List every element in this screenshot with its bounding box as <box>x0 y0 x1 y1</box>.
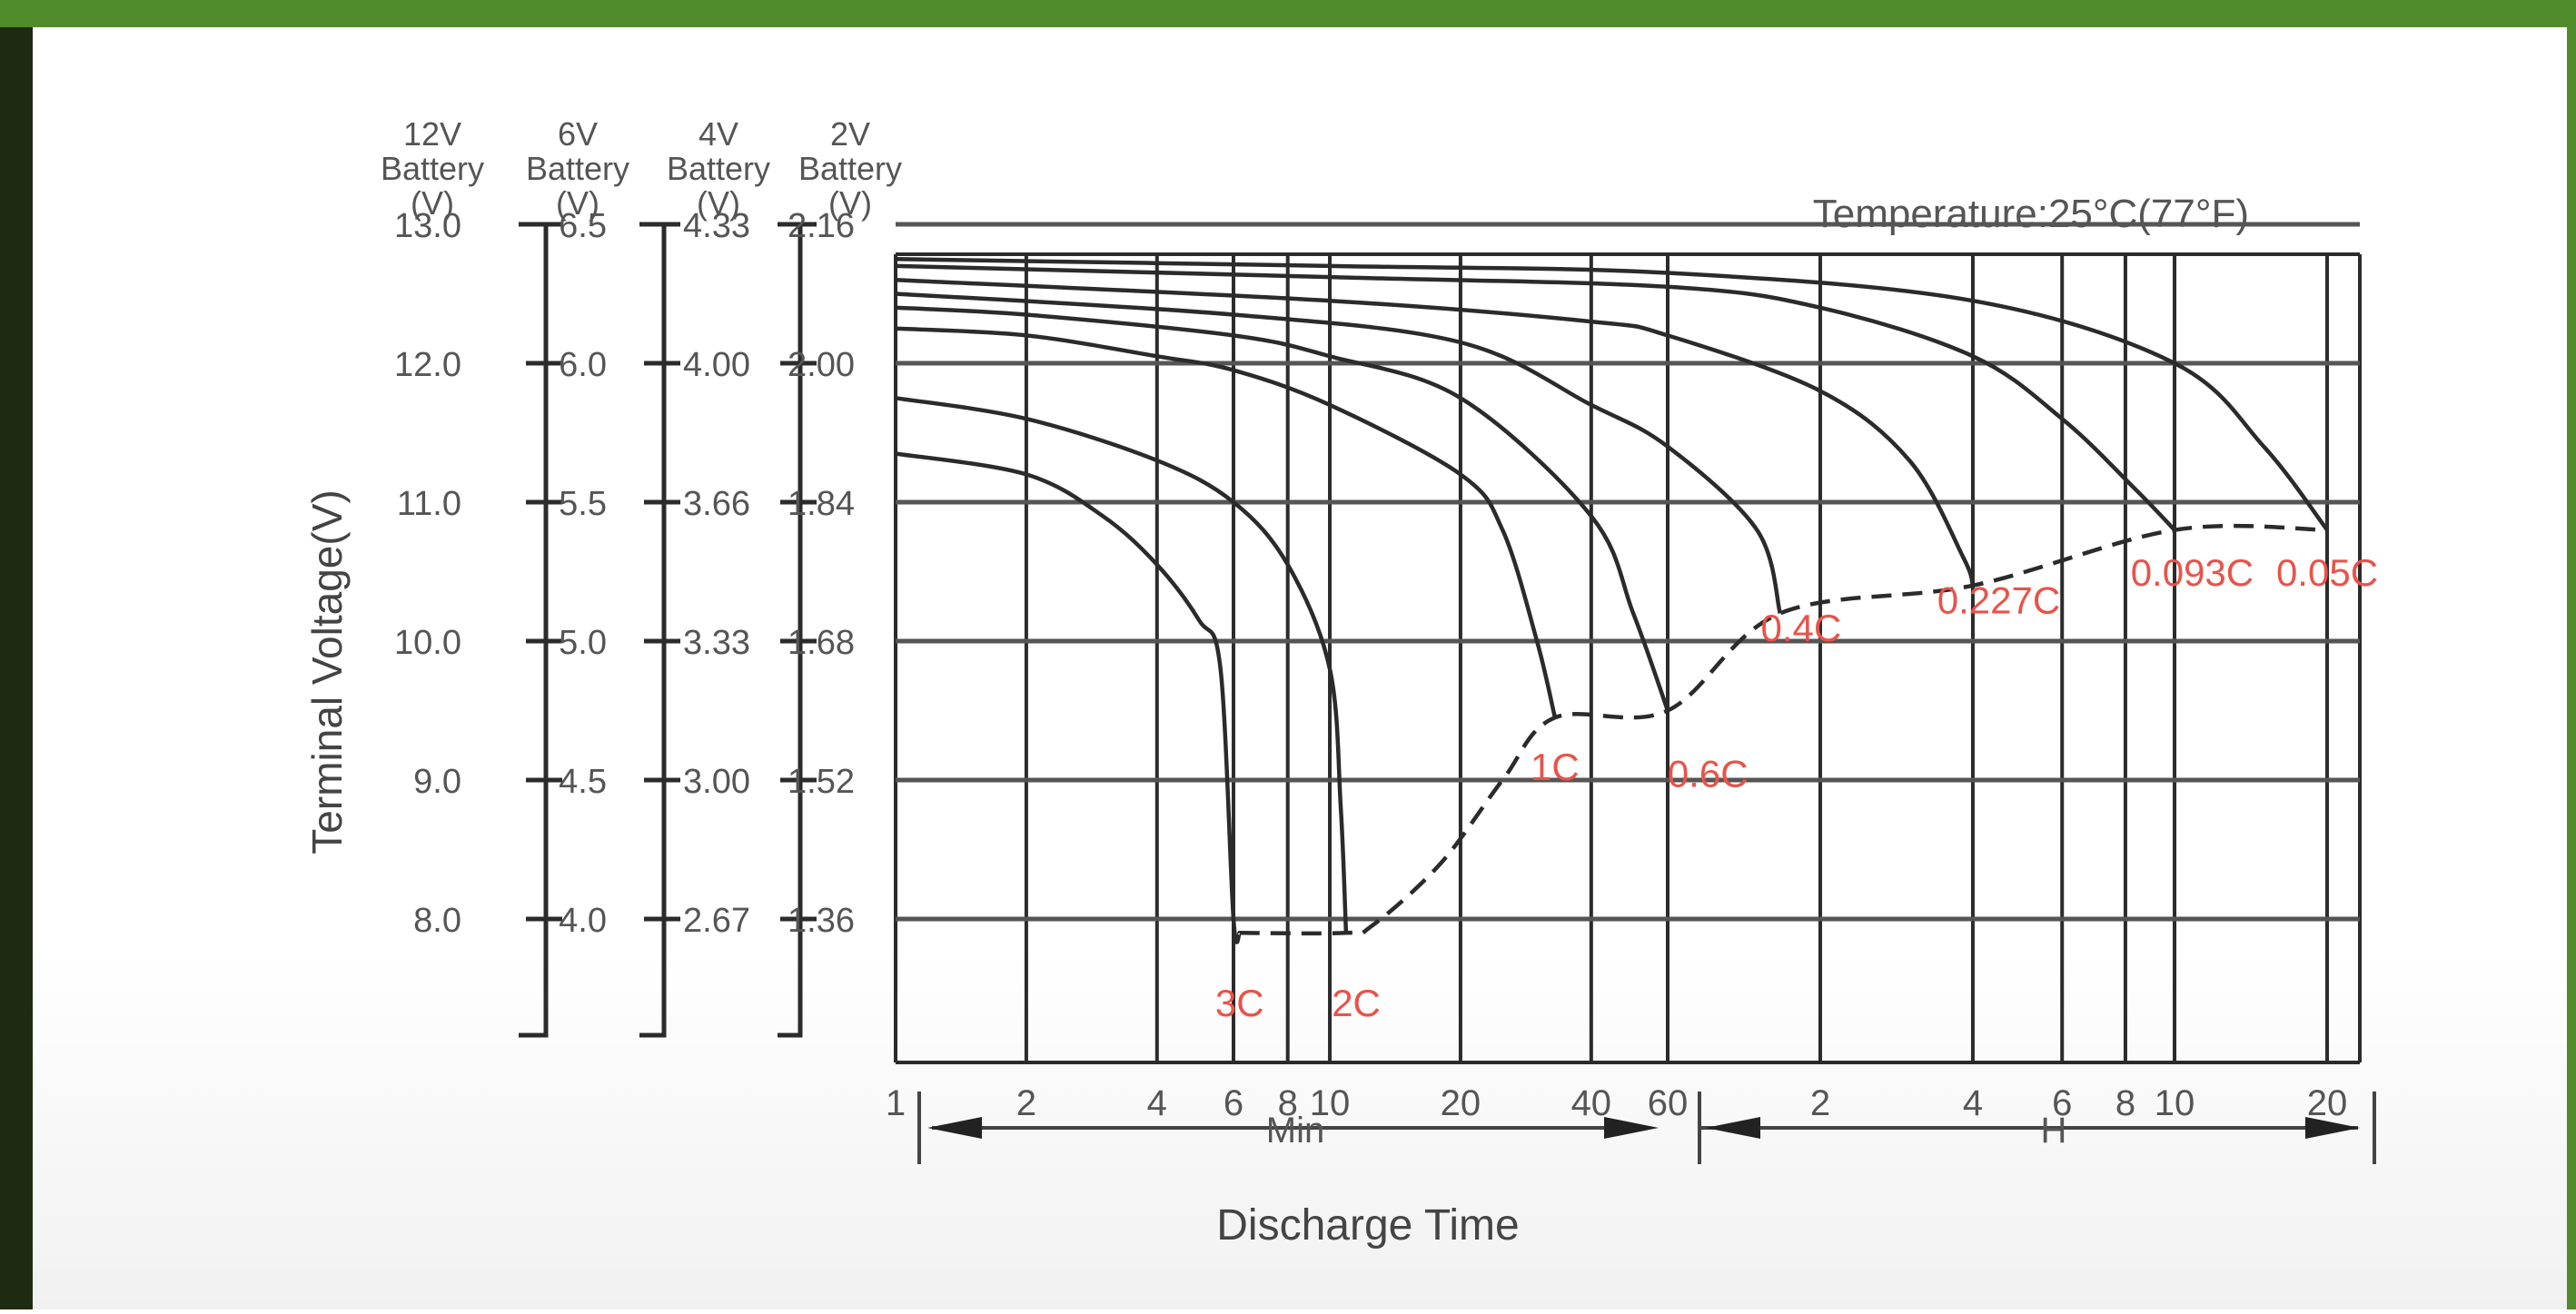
y-tick-label: 5.0 <box>559 624 607 662</box>
y-gridlines <box>896 222 2360 1064</box>
left-border <box>0 27 33 1309</box>
x-tick-label: 60 <box>1648 1083 1689 1123</box>
y-tick-label: 1.36 <box>788 902 855 940</box>
series-line <box>895 451 1243 944</box>
series-line <box>895 326 1558 718</box>
temperature-label: Temperature:25°C(77°F) <box>1813 192 2249 236</box>
y-axis-title: Terminal Voltage(V) <box>303 489 351 854</box>
scale-header: 2V <box>830 115 870 153</box>
x-tick-label: 2 <box>1016 1083 1036 1123</box>
y-tick-label: 6.0 <box>559 346 607 384</box>
scale-header: (V) <box>828 184 872 222</box>
chart-panel: 12V Battery (V) 13.0 12.0 11.0 10.0 9.0 8.0 6V Bat… <box>33 27 2567 1309</box>
x-tick-label: 6 <box>1224 1083 1243 1123</box>
y-tick-label: 4.5 <box>559 763 607 801</box>
series-labels: 3C 2C 1C 0.6C 0.4C 0.227C 0.093C 0.05C <box>1215 551 2378 1024</box>
scale-bracket <box>519 222 549 1038</box>
y-tick-label: 6.5 <box>559 207 607 245</box>
series-line <box>895 305 1670 712</box>
series-line <box>895 291 1782 615</box>
x-tick-label: 1 <box>886 1083 906 1123</box>
voltage-scales: 12VBattery(V)13.012.011.010.09.08.06VBat… <box>381 115 902 1038</box>
series-label: 0.6C <box>1668 753 1749 795</box>
scale-header: (V) <box>411 184 454 222</box>
y-tick-label: 1.84 <box>788 485 855 523</box>
x-tick-label: 20 <box>2307 1083 2348 1123</box>
x-tick-label: 8 <box>2115 1083 2135 1123</box>
discharge-curves <box>895 257 2329 944</box>
x-axis-title: Discharge Time <box>1216 1201 1519 1250</box>
series-line <box>895 277 1976 587</box>
y-tick-label: 2.16 <box>788 207 855 245</box>
x-tick-label: 4 <box>1147 1083 1167 1123</box>
x-tick-label: 40 <box>1571 1083 1612 1123</box>
scale-header: 12V <box>403 115 461 153</box>
scale-header: Battery <box>667 150 770 187</box>
scale-header: (V) <box>556 184 599 222</box>
discharge-chart: 12VBattery(V)13.012.011.010.09.08.06VBat… <box>303 115 2378 1250</box>
arrow-right-icon <box>2305 1117 2360 1139</box>
scale-header: 6V <box>558 115 598 153</box>
end-voltage-line <box>1239 523 2328 936</box>
series-label: 0.227C <box>1937 578 2060 621</box>
series-label: 3C <box>1215 982 1264 1024</box>
y-tick-label: 2.00 <box>788 346 855 384</box>
series-label: 0.4C <box>1761 607 1842 649</box>
x-tick-label: 2 <box>1810 1083 1830 1123</box>
series-label: 0.05C <box>2276 551 2378 594</box>
y-tick-label: 5.5 <box>559 485 607 523</box>
scale-header: Battery <box>798 150 902 187</box>
x-tick-label: 6 <box>2052 1083 2072 1123</box>
scale-bracket <box>639 222 667 1038</box>
arrow-left-icon <box>927 1117 982 1139</box>
y-tick-label: 13.0 <box>394 207 461 245</box>
y-tick-label: 3.66 <box>683 485 750 523</box>
series-line <box>895 396 1349 934</box>
y-tick-label: 1.52 <box>788 763 855 801</box>
y-tick-label: 4.33 <box>683 207 750 245</box>
y-tick-label: 8.0 <box>413 902 461 940</box>
y-tick-label: 12.0 <box>394 346 461 384</box>
min-unit-label: Min <box>1266 1111 1324 1151</box>
arrow-left-icon <box>1706 1117 1760 1139</box>
series-line <box>895 257 2329 531</box>
arrow-right-icon <box>1604 1117 1659 1139</box>
series-line <box>895 263 2176 532</box>
x-tick-label: 20 <box>1441 1083 1481 1123</box>
y-tick-label: 3.33 <box>683 624 750 662</box>
y-tick-label: 4.00 <box>683 346 750 384</box>
scale-header: (V) <box>697 184 740 222</box>
top-bar <box>0 0 2576 27</box>
y-tick-label: 10.0 <box>394 624 461 662</box>
series-label: 2C <box>1332 982 1381 1024</box>
x-tick-label: 10 <box>1310 1083 1351 1123</box>
x-tick-label: 10 <box>2155 1083 2195 1123</box>
y-tick-label: 2.67 <box>683 902 750 940</box>
y-tick-label: 11.0 <box>397 485 461 523</box>
y-tick-label: 3.00 <box>683 763 750 801</box>
x-gridlines <box>894 254 2362 1062</box>
scale-header: 4V <box>698 115 738 153</box>
y-tick-label: 1.68 <box>788 624 855 662</box>
series-label: 0.093C <box>2131 551 2254 594</box>
x-tick-label: 4 <box>1963 1083 1983 1123</box>
series-label: 1C <box>1531 746 1580 788</box>
right-border <box>2567 27 2576 1309</box>
scale-header: Battery <box>526 150 629 187</box>
y-tick-label: 9.0 <box>413 763 461 801</box>
hour-unit-label: H <box>2041 1111 2067 1151</box>
x-tick-label: 8 <box>1278 1083 1298 1123</box>
scale-header: Battery <box>381 150 484 187</box>
y-tick-label: 4.0 <box>559 902 607 940</box>
